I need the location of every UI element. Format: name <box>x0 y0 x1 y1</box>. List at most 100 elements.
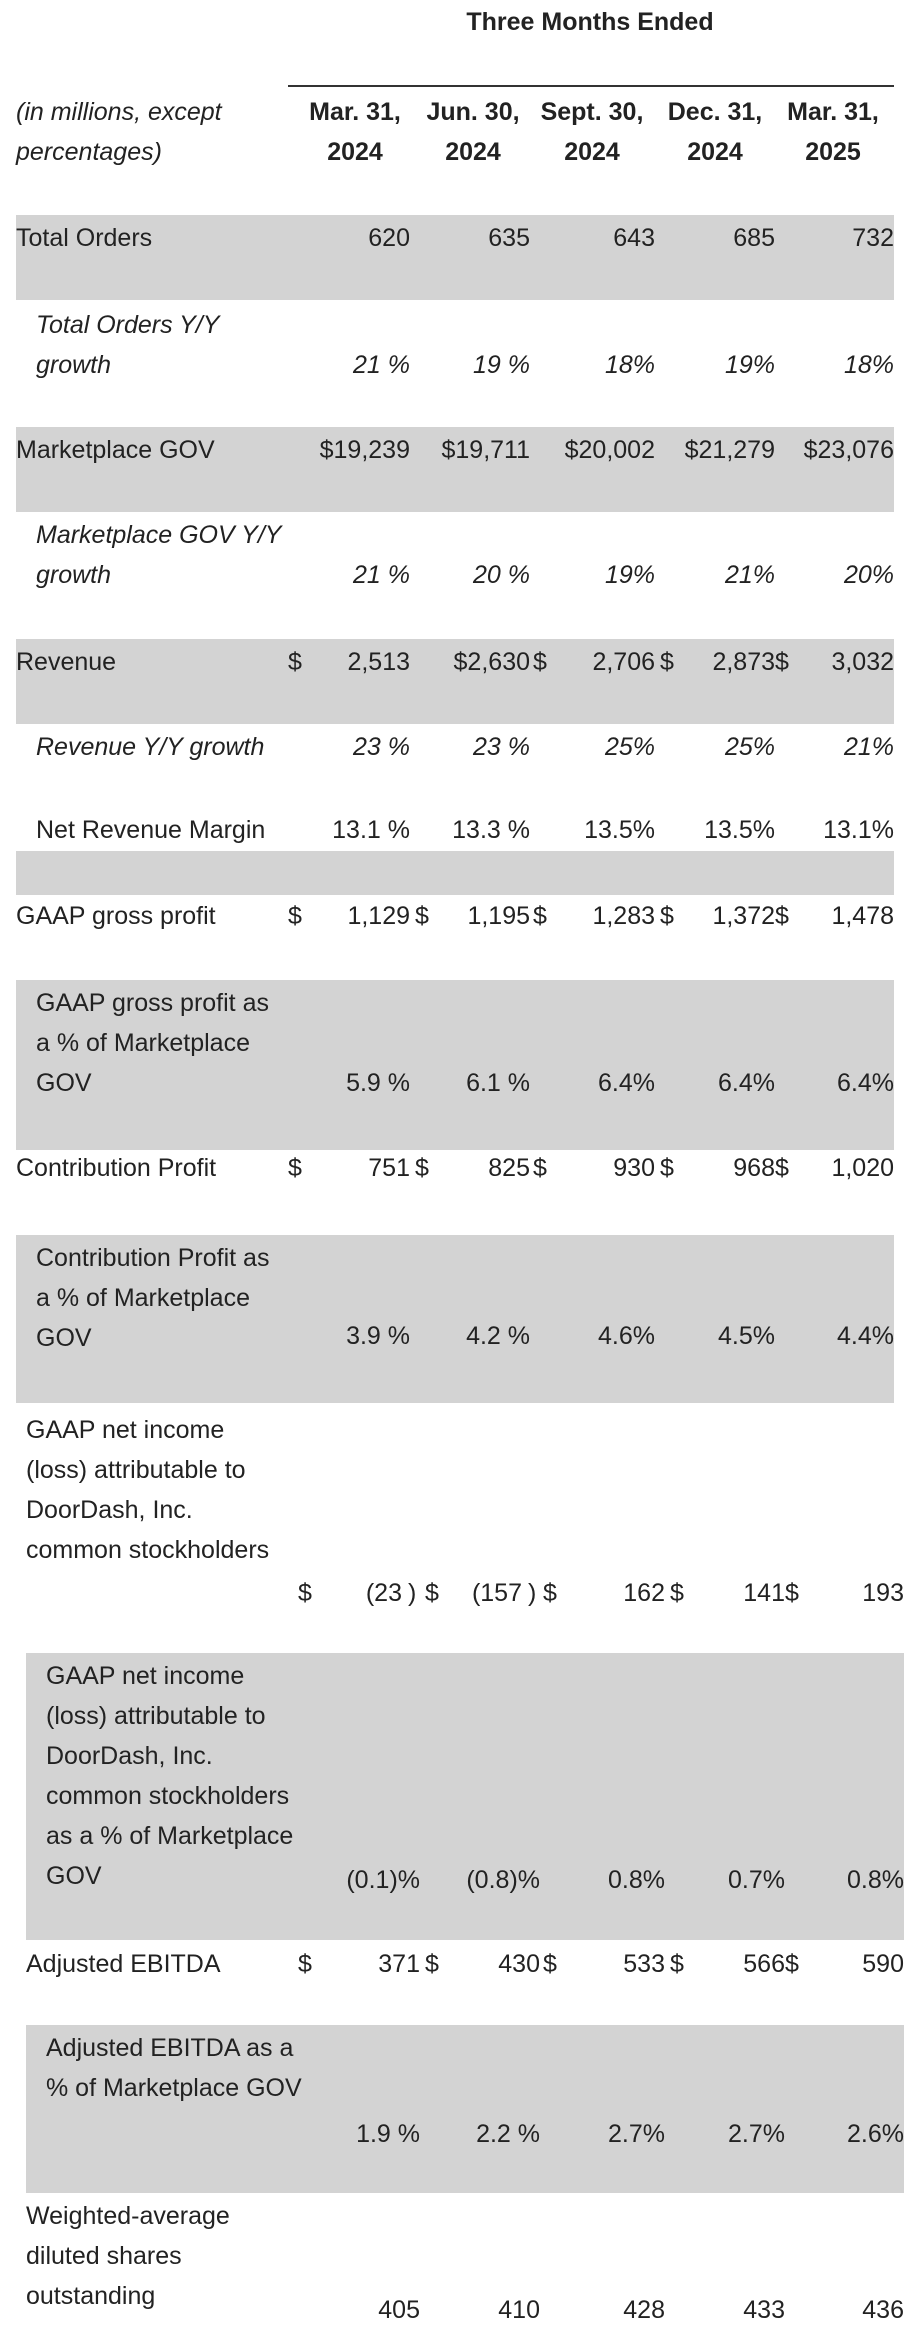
table-cell: 3.9 % <box>346 1322 410 1350</box>
row-band <box>26 2025 904 2193</box>
dollar-sign: $ <box>775 648 789 676</box>
table-cell: 405 <box>378 2296 420 2324</box>
table-cell: 2.6% <box>847 2120 904 2148</box>
row-band <box>26 1653 904 1940</box>
dollar-sign: $ <box>660 902 674 930</box>
table-cell: $20,002 <box>564 436 655 464</box>
dollar-sign: $ <box>670 1950 684 1978</box>
table-cell: (0.1)% <box>346 1866 420 1894</box>
close-paren: ) <box>408 1579 417 1607</box>
dollar-sign: $ <box>425 1950 439 1978</box>
dollar-sign: $ <box>533 648 547 676</box>
table-cell: 2.7% <box>608 2120 665 2148</box>
row-band <box>16 215 894 300</box>
table-cell: 19 % <box>473 351 530 379</box>
table-cell: (157 <box>471 1579 522 1607</box>
row-label: Marketplace GOV <box>16 436 215 464</box>
table-cell: 685 <box>733 224 775 252</box>
table-cell: 1,372 <box>712 902 775 930</box>
close-paren: ) <box>528 1579 537 1607</box>
column-header-line2: 2024 <box>564 138 620 166</box>
row-label: GAAP net income (loss) attributable to D… <box>46 1662 294 1890</box>
dollar-sign: $ <box>288 902 302 930</box>
table-cell: $2,630 <box>453 648 530 676</box>
table-cell: 25% <box>724 733 775 761</box>
table-cell: 4.2 % <box>466 1322 530 1350</box>
table-cell: 193 <box>862 1579 904 1607</box>
table-cell: 162 <box>623 1579 665 1607</box>
table-cell: 2,706 <box>592 648 655 676</box>
dollar-sign: $ <box>775 1154 789 1182</box>
dollar-sign: $ <box>670 1579 684 1607</box>
table-cell: 13.3 % <box>452 816 530 844</box>
dollar-sign: $ <box>415 1154 429 1182</box>
table-cell: 25% <box>604 733 655 761</box>
row-label: Adjusted EBITDA <box>26 1950 221 1978</box>
table-cell: 5.9 % <box>346 1069 410 1097</box>
row-label: GAAP gross profit <box>16 902 216 930</box>
table-cell: 6.4% <box>598 1069 655 1097</box>
table-cell: 2.7% <box>728 2120 785 2148</box>
table-cell: 13.1% <box>823 816 894 844</box>
row-band <box>16 1235 894 1403</box>
table-cell: 3,032 <box>831 648 894 676</box>
dollar-sign: $ <box>415 902 429 930</box>
table-cell: 21% <box>724 561 775 589</box>
dollar-sign: $ <box>543 1579 557 1607</box>
table-cell: 21% <box>843 733 894 761</box>
column-header: Sept. 30, 2024 <box>527 92 657 172</box>
row-label: Net Revenue Margin <box>36 816 266 844</box>
table-cell: 643 <box>613 224 655 252</box>
column-header-line1: Sept. 30, <box>540 98 644 126</box>
row-band <box>16 851 894 895</box>
table-cell: 6.4% <box>837 1069 894 1097</box>
column-header-line1: Mar. 31, <box>787 98 879 126</box>
table-cell: 1.9 % <box>356 2120 420 2148</box>
dollar-sign: $ <box>775 902 789 930</box>
table-cell: 23 % <box>353 733 410 761</box>
table-cell: 930 <box>613 1154 655 1182</box>
table-cell: 2.2 % <box>476 2120 540 2148</box>
row-label: Weighted-average diluted shares outstand… <box>26 2202 230 2310</box>
table-cell: 410 <box>498 2296 540 2324</box>
column-header: Mar. 31, 2025 <box>768 92 898 172</box>
table-cell: 428 <box>623 2296 665 2324</box>
table-cell: 19% <box>604 561 655 589</box>
dollar-sign: $ <box>785 1950 799 1978</box>
table-cell: 13.5% <box>704 816 775 844</box>
table-cell: 13.1 % <box>332 816 410 844</box>
table-cell: $19,711 <box>441 436 530 464</box>
table-cell: 732 <box>852 224 894 252</box>
table-cell: 635 <box>488 224 530 252</box>
table-cell: 20 % <box>473 561 530 589</box>
table-cell: 21 % <box>353 561 410 589</box>
table-cell: 371 <box>378 1950 420 1978</box>
column-header-line2: 2024 <box>327 138 383 166</box>
dollar-sign: $ <box>533 1154 547 1182</box>
table-cell: 6.1 % <box>466 1069 530 1097</box>
row-label: Adjusted EBITDA as a % of Marketplace GO… <box>46 2034 302 2102</box>
table-cell: (23 <box>365 1579 402 1607</box>
row-label: Marketplace GOV Y/Y growth <box>36 521 282 589</box>
table-cell: 430 <box>498 1950 540 1978</box>
table-cell: $21,279 <box>684 436 775 464</box>
table-cell: 18% <box>604 351 655 379</box>
table-caption: (in millions, except percentages) <box>16 98 222 166</box>
dollar-sign: $ <box>288 648 302 676</box>
dollar-sign: $ <box>660 648 674 676</box>
table-cell: 0.8% <box>608 1866 665 1894</box>
table-cell: 1,020 <box>831 1154 894 1182</box>
column-header: Jun. 30, 2024 <box>408 92 538 172</box>
column-header-line2: 2024 <box>687 138 743 166</box>
column-header-line1: Jun. 30, <box>426 98 520 126</box>
table-cell: 436 <box>862 2296 904 2324</box>
column-header: Dec. 31, 2024 <box>650 92 780 172</box>
table-cell: 4.4% <box>837 1322 894 1350</box>
table-cell: 2,873 <box>712 648 775 676</box>
table-cell: 2,513 <box>347 648 410 676</box>
table-cell: 20% <box>843 561 894 589</box>
dollar-sign: $ <box>288 1154 302 1182</box>
column-header-line2: 2024 <box>445 138 501 166</box>
row-label: Total Orders Y/Y growth <box>36 311 219 379</box>
table-cell: $23,076 <box>803 436 894 464</box>
